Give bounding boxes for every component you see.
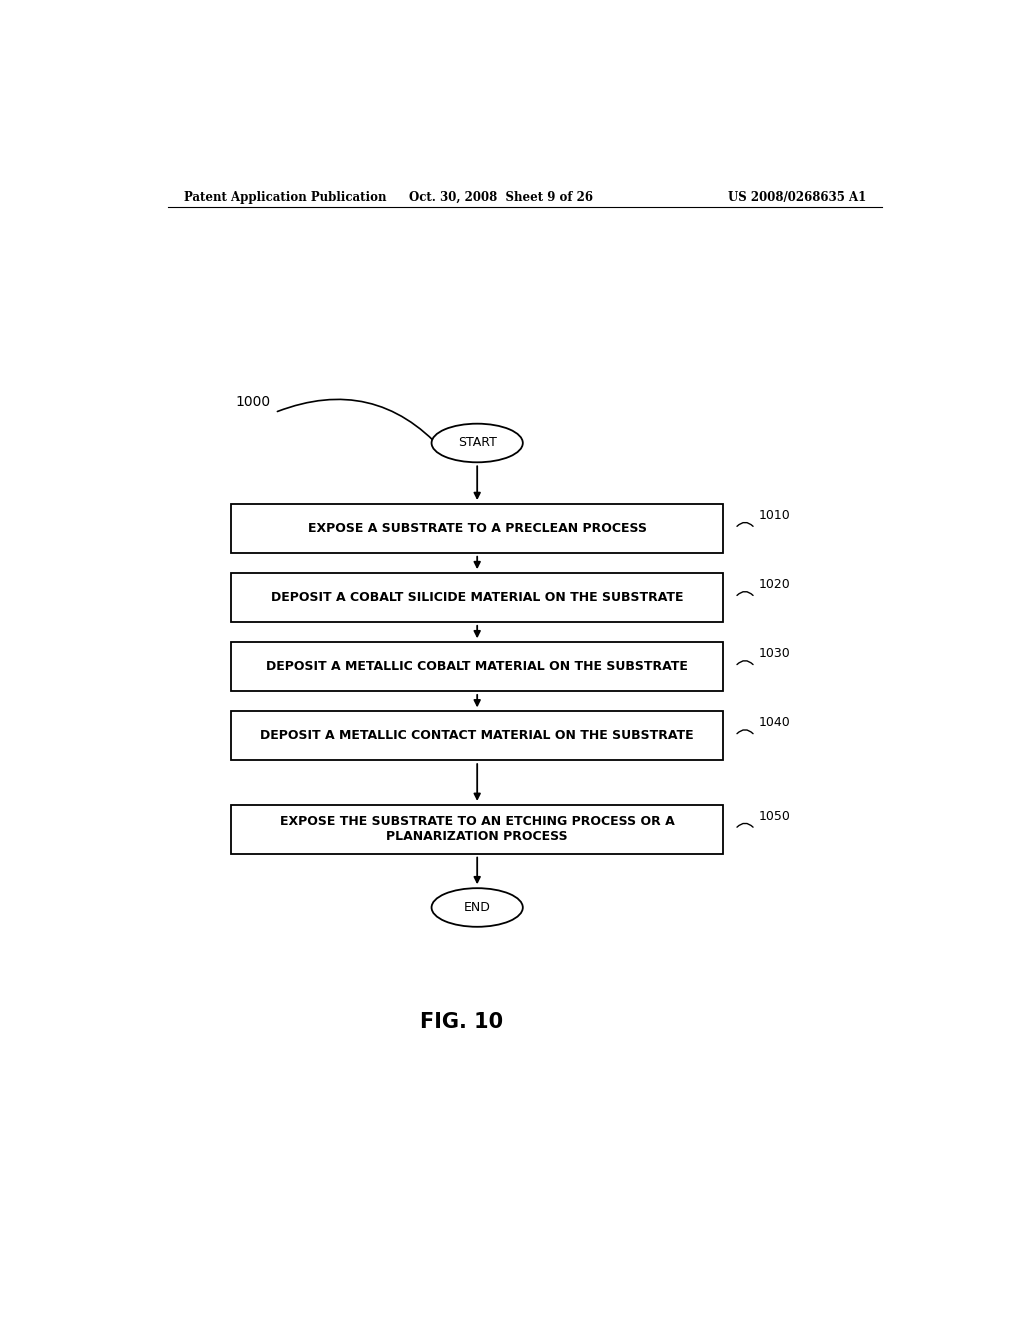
Text: 1050: 1050 (759, 810, 791, 822)
FancyBboxPatch shape (231, 711, 723, 760)
Text: START: START (458, 437, 497, 450)
Text: 1000: 1000 (236, 395, 270, 409)
Text: DEPOSIT A COBALT SILICIDE MATERIAL ON THE SUBSTRATE: DEPOSIT A COBALT SILICIDE MATERIAL ON TH… (271, 591, 683, 605)
FancyBboxPatch shape (231, 504, 723, 553)
Text: 1040: 1040 (759, 717, 791, 730)
Ellipse shape (431, 888, 523, 927)
Ellipse shape (431, 424, 523, 462)
Text: 1010: 1010 (759, 510, 791, 521)
FancyBboxPatch shape (231, 805, 723, 854)
Text: DEPOSIT A METALLIC COBALT MATERIAL ON THE SUBSTRATE: DEPOSIT A METALLIC COBALT MATERIAL ON TH… (266, 660, 688, 673)
Text: US 2008/0268635 A1: US 2008/0268635 A1 (728, 190, 866, 203)
Text: Oct. 30, 2008  Sheet 9 of 26: Oct. 30, 2008 Sheet 9 of 26 (409, 190, 593, 203)
Text: Patent Application Publication: Patent Application Publication (183, 190, 386, 203)
Text: 1020: 1020 (759, 578, 791, 591)
Text: EXPOSE A SUBSTRATE TO A PRECLEAN PROCESS: EXPOSE A SUBSTRATE TO A PRECLEAN PROCESS (307, 521, 647, 535)
Text: DEPOSIT A METALLIC CONTACT MATERIAL ON THE SUBSTRATE: DEPOSIT A METALLIC CONTACT MATERIAL ON T… (260, 729, 694, 742)
Text: EXPOSE THE SUBSTRATE TO AN ETCHING PROCESS OR A
PLANARIZATION PROCESS: EXPOSE THE SUBSTRATE TO AN ETCHING PROCE… (280, 816, 675, 843)
Text: 1030: 1030 (759, 647, 791, 660)
Text: END: END (464, 902, 490, 913)
Text: FIG. 10: FIG. 10 (420, 1012, 503, 1032)
FancyBboxPatch shape (231, 573, 723, 622)
FancyBboxPatch shape (231, 643, 723, 690)
